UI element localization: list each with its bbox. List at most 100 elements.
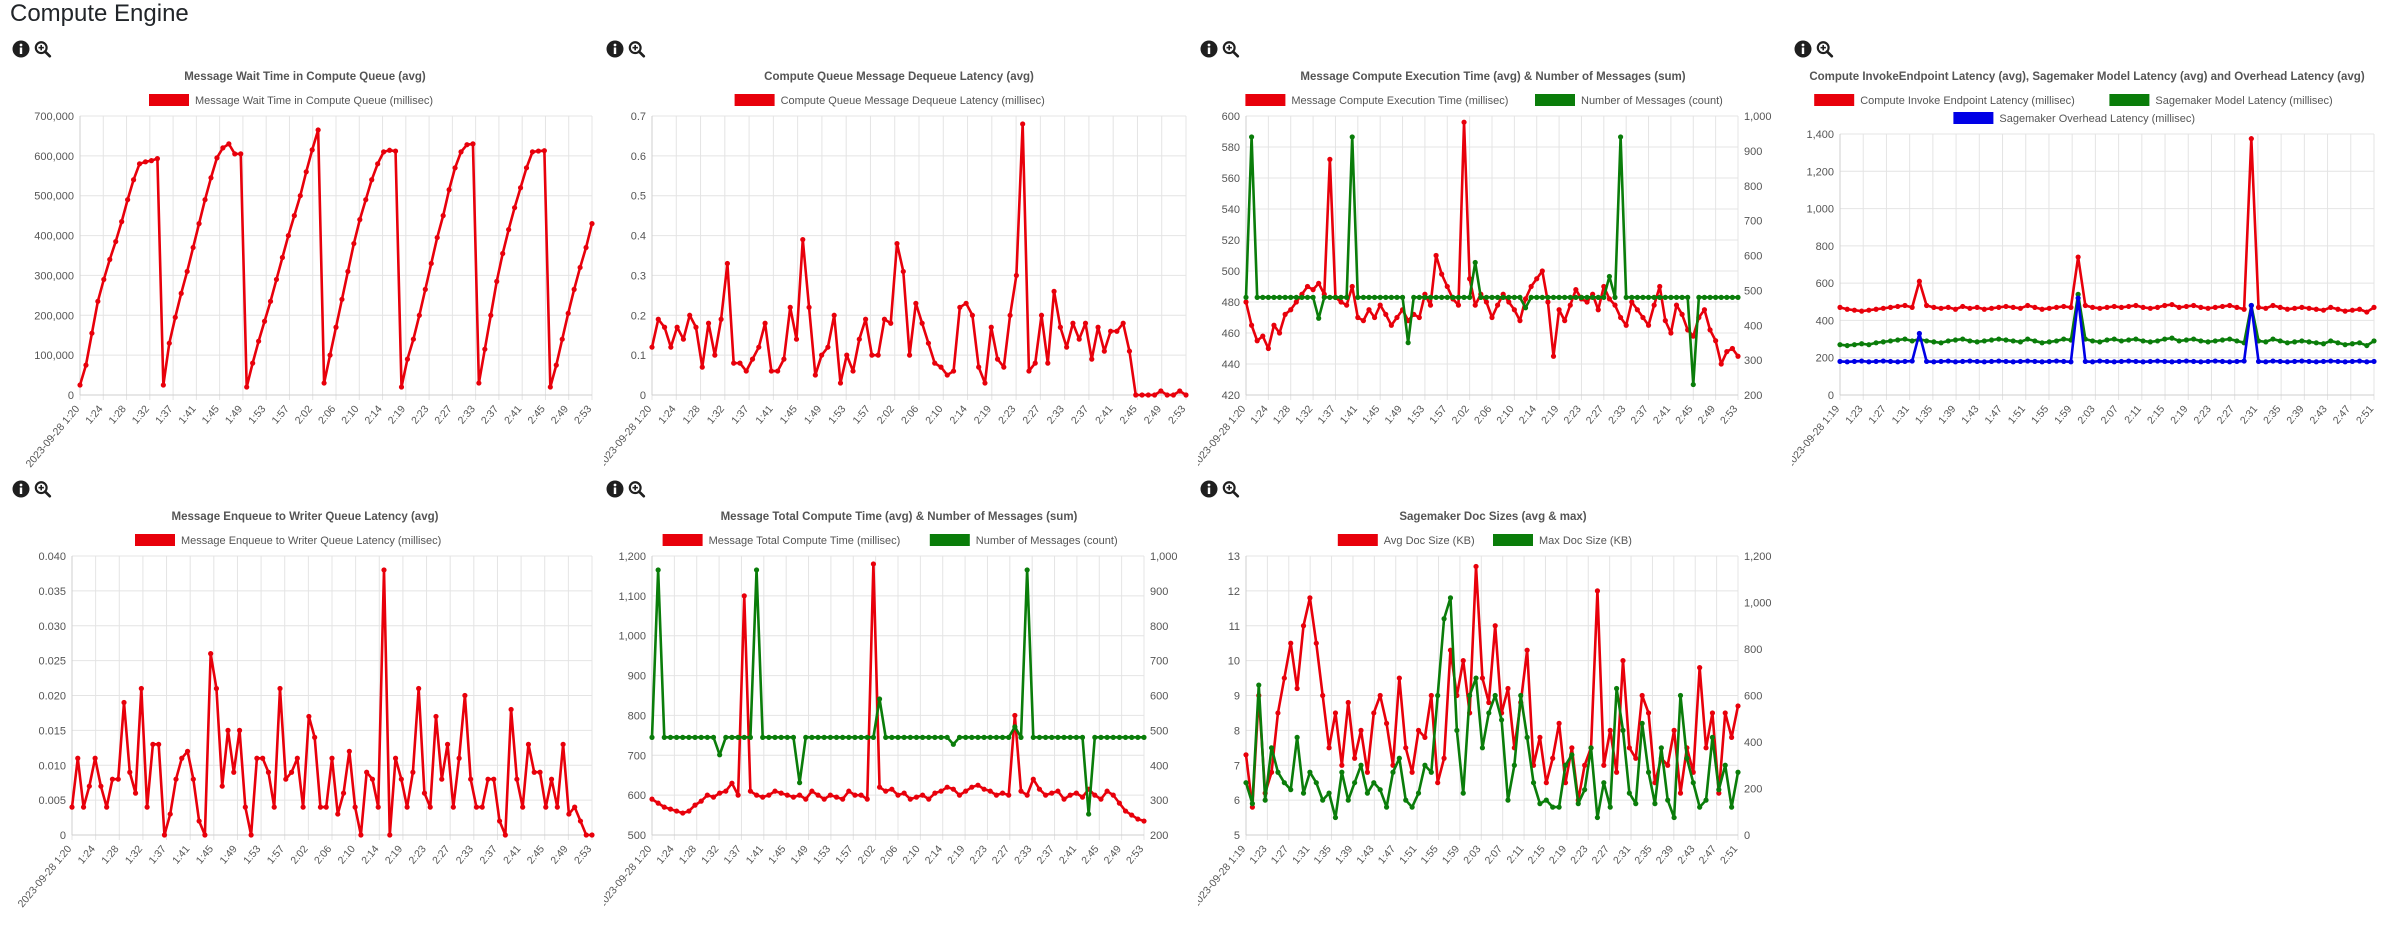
data-point[interactable] bbox=[531, 769, 537, 775]
data-point[interactable] bbox=[1307, 595, 1313, 601]
data-point[interactable] bbox=[2219, 303, 2226, 310]
data-point[interactable] bbox=[1662, 318, 1668, 324]
data-point[interactable] bbox=[1036, 734, 1043, 740]
data-point[interactable] bbox=[2342, 359, 2348, 365]
data-point[interactable] bbox=[1243, 294, 1249, 300]
data-point[interactable] bbox=[529, 149, 536, 155]
data-point[interactable] bbox=[1377, 692, 1383, 699]
data-point[interactable] bbox=[1320, 797, 1326, 803]
data-point[interactable] bbox=[1690, 780, 1696, 786]
data-point[interactable] bbox=[840, 734, 846, 740]
data-point[interactable] bbox=[150, 741, 156, 747]
data-point[interactable] bbox=[1859, 341, 1865, 347]
data-point[interactable] bbox=[104, 804, 110, 810]
data-point[interactable] bbox=[1981, 306, 1987, 312]
data-point[interactable] bbox=[1467, 276, 1473, 282]
data-point[interactable] bbox=[869, 352, 875, 358]
data-point[interactable] bbox=[1158, 388, 1164, 394]
data-point[interactable] bbox=[381, 149, 387, 155]
data-point[interactable] bbox=[2061, 336, 2067, 342]
data-point[interactable] bbox=[1256, 682, 1262, 688]
data-point[interactable] bbox=[1594, 588, 1601, 594]
data-point[interactable] bbox=[1931, 359, 1937, 365]
data-point[interactable] bbox=[1974, 304, 1980, 310]
data-point[interactable] bbox=[89, 330, 95, 336]
data-point[interactable] bbox=[136, 161, 143, 167]
data-point[interactable] bbox=[735, 792, 741, 798]
data-point[interactable] bbox=[303, 169, 309, 175]
data-point[interactable] bbox=[142, 159, 149, 165]
data-point[interactable] bbox=[2328, 304, 2334, 310]
data-point[interactable] bbox=[260, 755, 266, 761]
data-point[interactable] bbox=[1673, 294, 1680, 300]
data-point[interactable] bbox=[166, 340, 172, 346]
data-point[interactable] bbox=[404, 356, 411, 362]
data-point[interactable] bbox=[1479, 745, 1486, 751]
data-point[interactable] bbox=[1170, 392, 1177, 398]
data-point[interactable] bbox=[242, 804, 248, 810]
data-point[interactable] bbox=[1851, 358, 1858, 365]
data-point[interactable] bbox=[1281, 780, 1287, 786]
data-point[interactable] bbox=[1055, 788, 1061, 794]
data-point[interactable] bbox=[1923, 358, 1930, 365]
data-point[interactable] bbox=[1260, 294, 1266, 300]
info-circle-icon[interactable] bbox=[12, 480, 30, 498]
data-point[interactable] bbox=[1916, 278, 1922, 284]
data-point[interactable] bbox=[1657, 294, 1663, 300]
data-point[interactable] bbox=[1974, 339, 1980, 345]
data-point[interactable] bbox=[2039, 359, 2045, 365]
data-point[interactable] bbox=[547, 384, 553, 390]
data-point[interactable] bbox=[1517, 294, 1523, 300]
data-point[interactable] bbox=[1177, 388, 1183, 394]
data-point[interactable] bbox=[2089, 359, 2096, 365]
data-point[interactable] bbox=[950, 741, 956, 747]
data-point[interactable] bbox=[747, 734, 753, 740]
data-point[interactable] bbox=[1550, 755, 1556, 761]
data-point[interactable] bbox=[2263, 359, 2269, 365]
data-point[interactable] bbox=[920, 792, 926, 798]
data-point[interactable] bbox=[1594, 814, 1601, 821]
data-point[interactable] bbox=[919, 320, 925, 326]
data-point[interactable] bbox=[410, 769, 416, 775]
data-point[interactable] bbox=[994, 356, 1001, 362]
data-point[interactable] bbox=[2089, 338, 2096, 344]
data-point[interactable] bbox=[1268, 769, 1275, 775]
data-point[interactable] bbox=[883, 788, 889, 794]
data-point[interactable] bbox=[345, 268, 351, 275]
data-point[interactable] bbox=[1310, 287, 1316, 293]
data-point[interactable] bbox=[1601, 780, 1607, 786]
data-point[interactable] bbox=[1332, 710, 1339, 716]
data-point[interactable] bbox=[1952, 306, 1959, 312]
data-point[interactable] bbox=[800, 236, 806, 243]
data-point[interactable] bbox=[1049, 734, 1055, 740]
data-point[interactable] bbox=[1265, 294, 1271, 300]
data-point[interactable] bbox=[541, 148, 547, 154]
data-point[interactable] bbox=[1355, 314, 1361, 321]
data-point[interactable] bbox=[1703, 797, 1709, 803]
data-point[interactable] bbox=[655, 567, 661, 573]
data-point[interactable] bbox=[1556, 720, 1562, 726]
data-point[interactable] bbox=[717, 752, 723, 758]
data-point[interactable] bbox=[1018, 788, 1024, 794]
data-point[interactable] bbox=[1895, 359, 1901, 365]
data-point[interactable] bbox=[1262, 797, 1268, 803]
data-point[interactable] bbox=[1441, 616, 1447, 622]
data-point[interactable] bbox=[999, 790, 1006, 796]
data-point[interactable] bbox=[844, 352, 850, 358]
data-point[interactable] bbox=[2183, 303, 2189, 310]
data-point[interactable] bbox=[410, 336, 416, 342]
data-point[interactable] bbox=[2364, 309, 2370, 315]
data-point[interactable] bbox=[553, 362, 559, 368]
data-point[interactable] bbox=[1880, 358, 1886, 364]
data-point[interactable] bbox=[566, 811, 572, 817]
data-point[interactable] bbox=[1735, 353, 1741, 359]
data-point[interactable] bbox=[1595, 307, 1601, 313]
data-point[interactable] bbox=[1909, 304, 1915, 310]
data-point[interactable] bbox=[2292, 358, 2298, 365]
data-point[interactable] bbox=[2284, 306, 2291, 312]
data-point[interactable] bbox=[1506, 294, 1512, 300]
data-point[interactable] bbox=[1271, 322, 1277, 328]
data-point[interactable] bbox=[1249, 801, 1255, 807]
data-point[interactable] bbox=[976, 364, 982, 370]
data-point[interactable] bbox=[1316, 280, 1322, 286]
